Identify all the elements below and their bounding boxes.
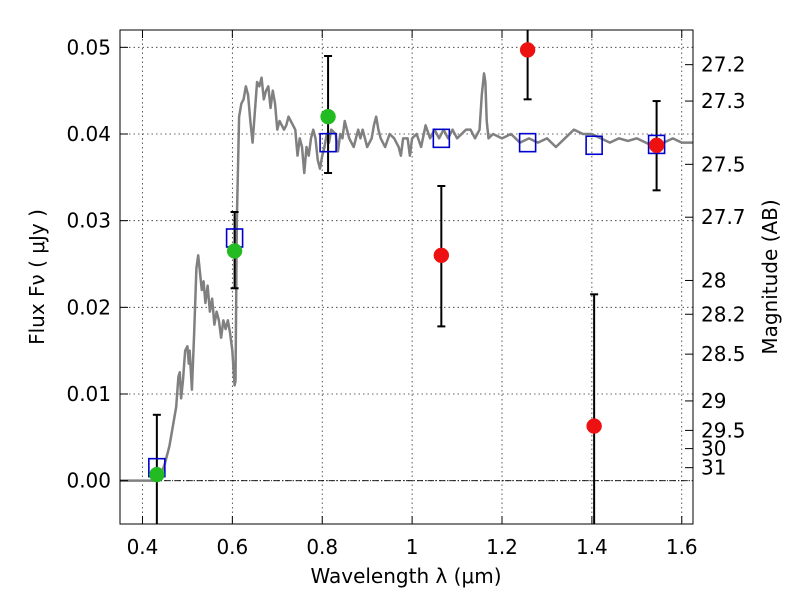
x-tick-label: 1 xyxy=(406,535,419,559)
plot-frame xyxy=(119,29,694,525)
detection-point xyxy=(320,108,336,125)
y2-tick-label: 27.5 xyxy=(701,152,746,176)
y2-tick-label: 28 xyxy=(701,268,726,292)
model-square-point xyxy=(319,132,337,153)
observed-point xyxy=(586,418,602,434)
y-axis: 0.00 0.01 0.02 0.03 0.04 0.05 xyxy=(66,35,128,493)
detection-point xyxy=(226,243,243,259)
y2-tick-label: 28.5 xyxy=(701,342,746,366)
y2-tick-label: 29.5 xyxy=(701,418,746,442)
x-tick-label: 0.4 xyxy=(127,535,159,559)
y-tick-label: 0.00 xyxy=(66,469,111,493)
observed-point xyxy=(433,247,450,264)
y2-tick-label: 27.3 xyxy=(701,89,746,113)
x-tick-label: 1.4 xyxy=(576,535,608,559)
detection-point xyxy=(149,466,165,483)
x-axis: 0.4 0.6 0.8 1 1.2 1.4 1.6 xyxy=(127,30,698,559)
observed-point xyxy=(519,42,536,58)
observed-point xyxy=(648,137,665,154)
model-square-point xyxy=(585,135,603,156)
x-tick-label: 1.2 xyxy=(486,535,518,559)
plot-content xyxy=(120,30,693,524)
y-tick-label: 0.05 xyxy=(66,35,111,59)
model-square-point xyxy=(432,128,451,149)
x-axis-title: Wavelength λ (μm) xyxy=(310,564,501,588)
y-tick-label: 0.04 xyxy=(66,122,111,146)
y2-tick-label: 30 xyxy=(701,437,726,461)
x-tick-label: 0.6 xyxy=(216,535,248,559)
y-tick-label: 0.03 xyxy=(66,209,111,233)
y-tick-label: 0.01 xyxy=(66,382,111,406)
y2-tick-label: 28.2 xyxy=(701,302,746,326)
y2-axis-title: Magnitude (AB) xyxy=(758,199,782,354)
y2-tick-label: 29 xyxy=(701,389,726,413)
x-tick-label: 0.8 xyxy=(306,535,338,559)
spectrum-line xyxy=(120,72,693,482)
y-tick-label: 0.02 xyxy=(66,295,111,319)
y2-tick-label: 27.2 xyxy=(701,53,746,77)
model-square-point xyxy=(647,134,666,155)
y2-tick-label: 31 xyxy=(701,456,726,480)
model-square-point xyxy=(518,132,537,153)
y2-tick-label: 27.7 xyxy=(701,205,746,229)
y-axis-title: Flux Fν ( μJy ) xyxy=(25,209,49,345)
x-tick-label: 1.6 xyxy=(666,535,698,559)
